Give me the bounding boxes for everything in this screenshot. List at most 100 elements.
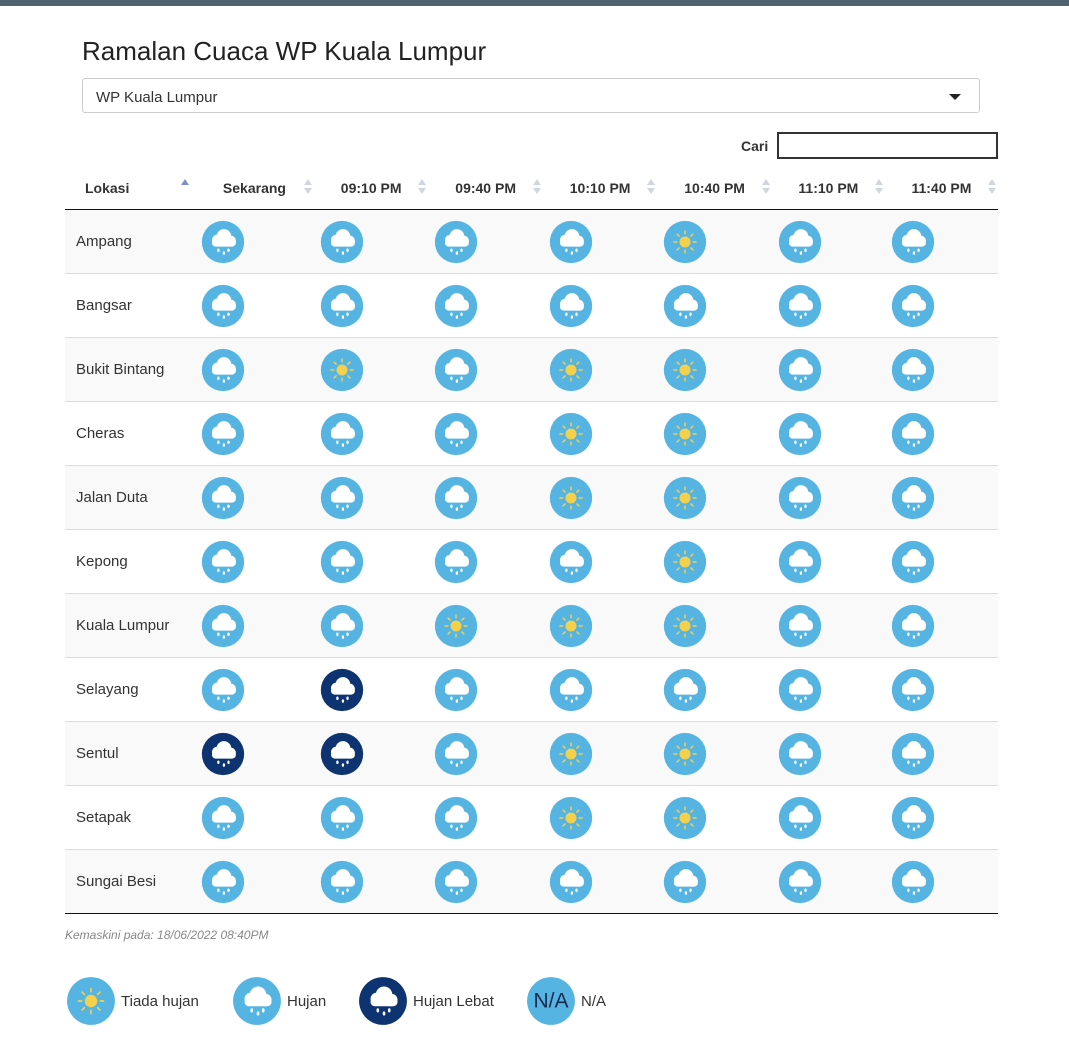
weather-icon [319,411,365,457]
forecast-cell [542,401,658,466]
column-title: Sekarang [222,179,286,196]
weather-icon [231,975,283,1027]
column-header[interactable]: 09:10 PM [313,166,429,210]
forecast-cell [428,657,543,722]
forecast-cell [542,721,658,786]
weather-icon [200,283,246,329]
icon-shape [359,977,407,1025]
weather-icon [200,859,246,905]
weather-icon [663,731,708,776]
updated-note: Kemaskini pada: 18/06/2022 08:40PM [65,928,269,942]
weather-icon [200,667,246,713]
weather-icon [433,411,479,457]
column-header[interactable]: 10:40 PM [657,166,772,210]
icon-shape [550,540,592,582]
weather-icon [433,283,479,329]
icon-shape [779,284,821,326]
table-row: Jalan Duta [65,465,998,530]
weather-icon [548,859,594,905]
weather-icon [319,475,365,521]
legend-label: Hujan [287,992,327,1010]
forecast-cell [657,721,772,786]
icon-shape [779,796,821,838]
icon-shape [548,795,593,840]
weather-icon [200,539,246,585]
weather-icon [433,475,479,521]
weather-icon [663,603,708,648]
weather-icon [890,347,936,393]
column-header[interactable]: Lokasi [65,166,195,210]
top-bar [0,0,1069,6]
forecast-cell [884,401,998,466]
column-header[interactable]: 10:10 PM [542,166,658,210]
column-header[interactable]: 09:40 PM [428,166,543,210]
forecast-cell [313,337,429,402]
icon-shape [435,540,477,582]
column-title: 10:10 PM [569,179,631,196]
weather-icon [548,795,593,840]
select-value: WP Kuala Lumpur [96,89,218,106]
icon-shape [548,731,593,776]
column-title: 11:10 PM [798,179,859,196]
weather-icon [319,219,365,265]
forecast-cell [428,209,543,274]
table-row: Sentul [65,721,998,786]
forecast-cell [657,785,772,850]
icon-shape [202,796,244,838]
forecast-cell [313,465,429,530]
forecast-cell [313,273,429,338]
column-header[interactable]: Sekarang [195,166,314,210]
weather-icon [890,667,936,713]
forecast-cell [884,273,998,338]
legend-label: Hujan Lebat [413,992,494,1010]
icon-shape [892,476,934,518]
forecast-cell [428,465,543,530]
forecast-cell [428,273,543,338]
legend-item: Tiada hujan [65,975,199,1027]
forecast-cell [884,465,998,530]
icon-shape [663,475,708,520]
icon-shape [321,604,363,646]
sort-arrow [300,179,312,195]
forecast-cell [428,849,543,914]
weather-icon [890,283,936,329]
forecast-cell [771,273,885,338]
forecast-cell [657,209,772,274]
forecast-cell [542,529,658,594]
weather-icon [548,347,593,392]
forecast-cell [884,849,998,914]
forecast-cell [771,657,885,722]
icon-shape [892,668,934,710]
icon-shape [548,603,593,648]
forecast-cell [657,657,772,722]
sort-arrow [758,179,770,195]
icon-shape [550,284,592,326]
dropdown-arrow [949,94,961,100]
weather-icon [890,859,936,905]
forecast-cell [428,593,543,658]
icon-shape [321,860,363,902]
icon-shape [202,348,244,390]
forecast-cell [542,657,658,722]
weather-icon [200,411,246,457]
icon-shape [548,347,593,392]
location-select[interactable]: WP Kuala Lumpur [82,78,980,113]
table-row: Bangsar [65,273,998,338]
icon-shape [892,348,934,390]
icon-shape [321,732,363,774]
forecast-cell [657,849,772,914]
weather-icon [548,283,594,329]
forecast-cell [195,657,314,722]
column-header[interactable]: 11:40 PM [884,166,998,210]
forecast-cell [428,337,543,402]
forecast-cell [195,849,314,914]
icon-shape [435,412,477,454]
search-input[interactable] [777,132,998,159]
forecast-cell [313,401,429,466]
icon-shape [435,796,477,838]
column-header[interactable]: 11:10 PM [771,166,885,210]
icon-shape [202,860,244,902]
weather-icon [777,859,823,905]
weather-icon [777,347,823,393]
weather-icon [319,603,365,649]
